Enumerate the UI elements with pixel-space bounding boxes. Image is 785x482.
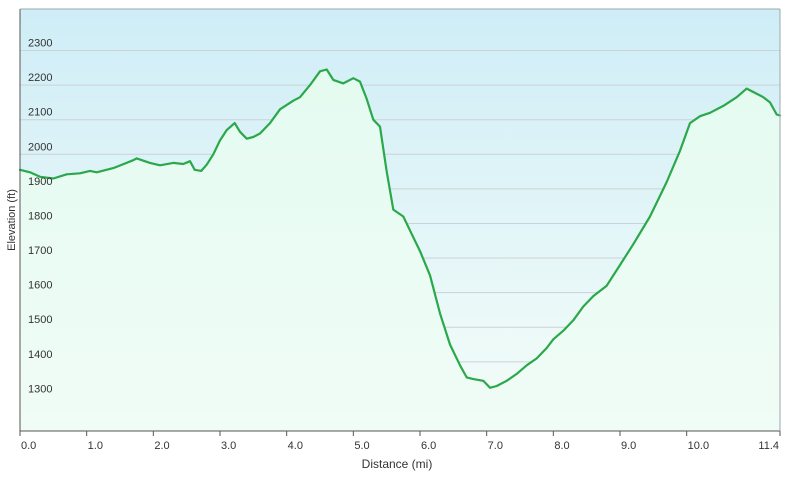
- y-tick-label-2100: 2100: [28, 107, 52, 119]
- y-tick-label-1600: 1600: [28, 280, 52, 292]
- y-tick-label-1900: 1900: [28, 176, 52, 188]
- x-tick-label-6.0: 6.0: [421, 440, 436, 452]
- y-tick-label-1400: 1400: [28, 349, 52, 361]
- y-tick-label-2300: 2300: [28, 38, 52, 50]
- y-tick-label-1300: 1300: [28, 383, 52, 395]
- y-axis-label: Elevation (ft): [6, 189, 18, 251]
- y-axis-tick-labels: 1300 1400 1500 1600 1700 1800 1900 2000 2100 2200…: [28, 38, 52, 396]
- x-tick-label-5.0: 5.0: [354, 440, 369, 452]
- x-tick-label-4.0: 4.0: [288, 440, 303, 452]
- x-tick-label-0.0: 0.0: [21, 440, 36, 452]
- y-tick-label-2200: 2200: [28, 72, 52, 84]
- x-tick-label-7.0: 7.0: [488, 440, 503, 452]
- y-tick-label-1500: 1500: [28, 314, 52, 326]
- elevation-line-layer: [18, 68, 782, 389]
- x-tick-label-1.0: 1.0: [88, 440, 103, 452]
- y-tick-label-2000: 2000: [28, 141, 52, 153]
- x-tick-label-11.4: 11.4: [758, 440, 779, 452]
- axes: [19, 8, 781, 436]
- x-tick-label-10.0: 10.0: [688, 440, 709, 452]
- x-axis-label: Distance (mi): [362, 457, 433, 471]
- elevation-line: [18, 68, 782, 389]
- x-tick-label-3.0: 3.0: [221, 440, 236, 452]
- y-tick-label-1800: 1800: [28, 210, 52, 222]
- y-tick-label-1700: 1700: [28, 245, 52, 257]
- x-tick-label-8.0: 8.0: [554, 440, 569, 452]
- x-tick-label-9.0: 9.0: [621, 440, 636, 452]
- x-tick-label-2.0: 2.0: [154, 440, 169, 452]
- x-axis-tick-labels: 0.0 1.0 2.0 3.0 4.0 5.0 6.0 7.0 8.0 9.0 10.0 11.4: [21, 440, 779, 452]
